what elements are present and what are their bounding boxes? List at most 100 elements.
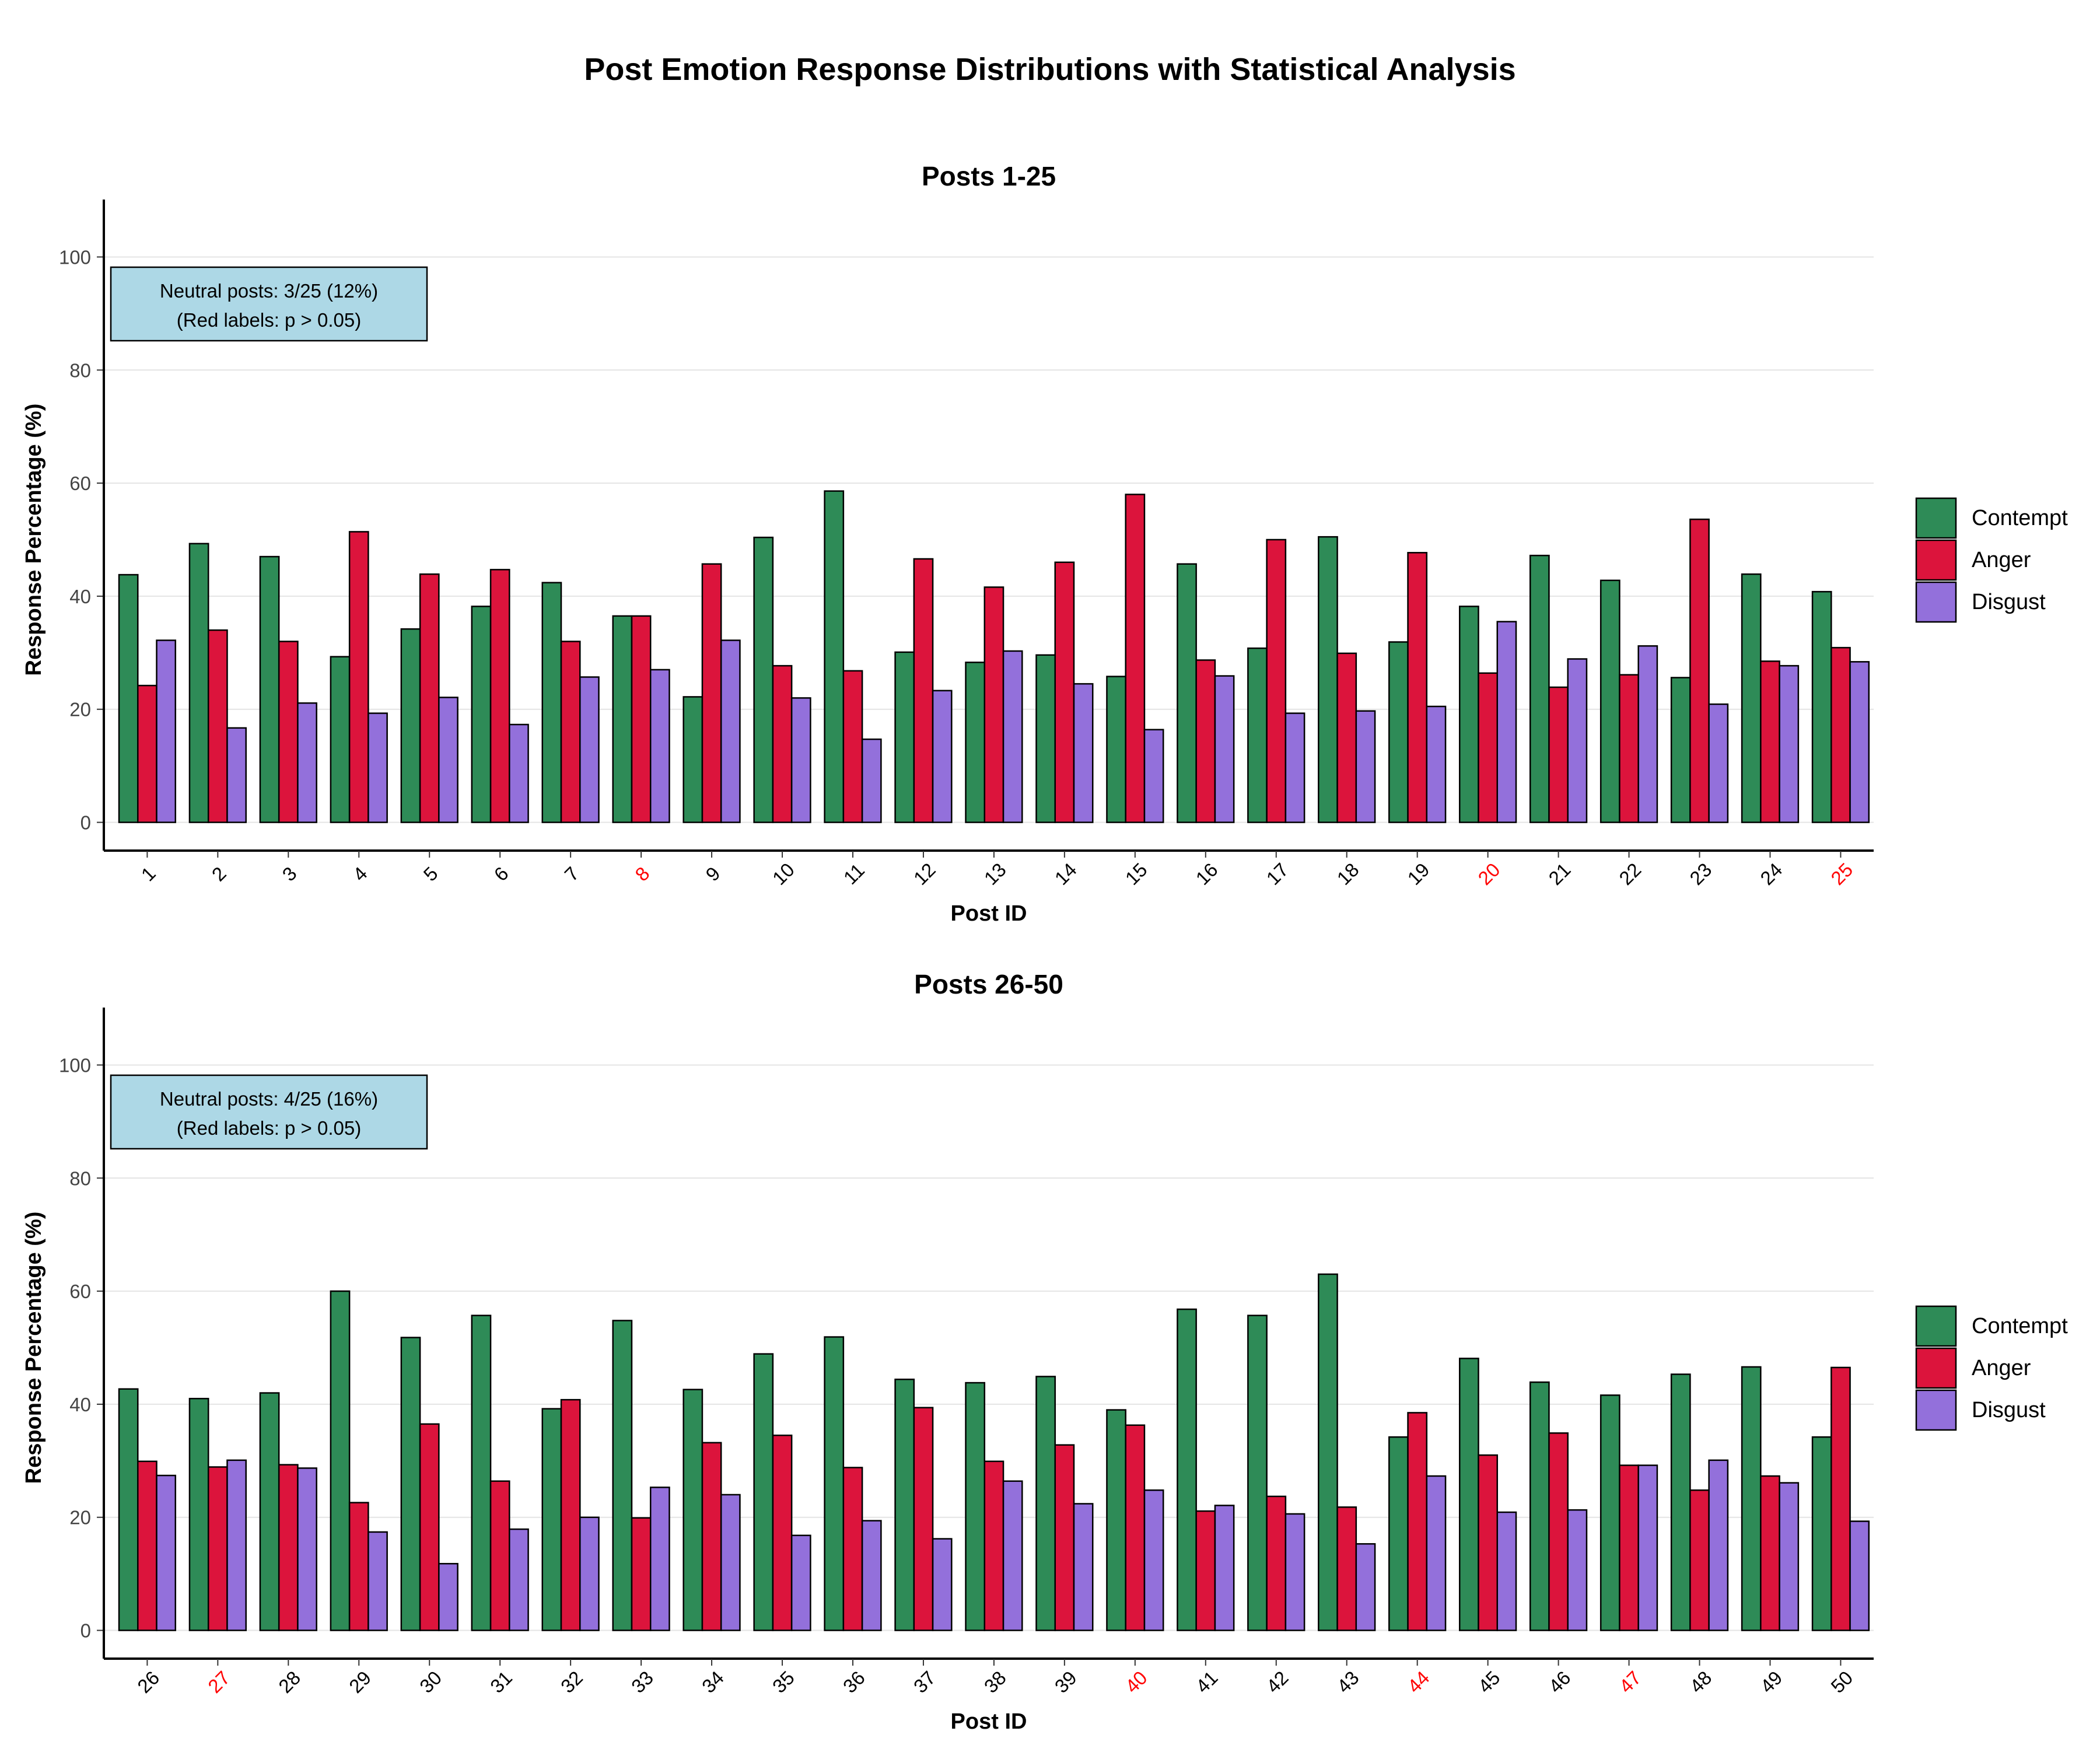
x-tick-label: 1	[137, 862, 160, 885]
x-tick-label: 11	[839, 859, 869, 889]
bar-disgust	[1567, 1509, 1588, 1631]
bar-disgust	[509, 1528, 529, 1631]
bar-disgust	[1284, 712, 1306, 823]
bar-anger	[560, 1398, 581, 1631]
legend-label-disgust: Disgust	[1972, 1398, 2046, 1422]
bar-anger	[984, 1460, 1005, 1631]
bar-disgust	[368, 1531, 388, 1631]
annotation-box	[110, 266, 428, 342]
bar-disgust	[790, 1534, 811, 1631]
bar-anger	[1195, 1510, 1216, 1631]
x-tick-label: 37	[909, 1667, 940, 1697]
bar-contempt	[400, 628, 421, 823]
x-tick-label: 49	[1756, 1667, 1786, 1697]
bar-contempt	[1741, 573, 1762, 823]
x-tick-label: 34	[698, 1667, 728, 1697]
main-title: Post Emotion Response Distributions with…	[584, 52, 1516, 87]
bar-disgust	[1849, 1520, 1870, 1631]
bar-anger	[1548, 686, 1569, 823]
bar-contempt	[612, 615, 633, 823]
bar-anger	[913, 558, 934, 823]
bar-contempt	[1388, 641, 1409, 823]
y-tick-label: 0	[80, 1620, 91, 1642]
bar-contempt	[753, 1353, 774, 1631]
bar-disgust	[720, 639, 741, 823]
bar-anger	[1689, 518, 1710, 823]
x-tick-label: 47	[1615, 1667, 1645, 1697]
legend-swatch-disgust	[1915, 1389, 1957, 1431]
x-tick-label: 39	[1051, 1667, 1081, 1697]
x-tick-label: 25	[1826, 859, 1857, 889]
bar-contempt	[824, 1336, 845, 1631]
bar-anger	[1407, 1412, 1428, 1631]
legend-label-contempt: Contempt	[1972, 506, 2068, 530]
x-tick-label: 4	[349, 862, 372, 885]
bar-anger	[1831, 1366, 1851, 1631]
bar-anger	[842, 670, 863, 823]
bar-disgust	[1849, 661, 1870, 823]
bar-contempt	[471, 1314, 492, 1631]
bar-anger	[1689, 1489, 1710, 1631]
bar-disgust	[509, 723, 529, 823]
bar-contempt	[894, 1379, 915, 1631]
bar-disgust	[297, 1467, 317, 1631]
bar-anger	[207, 1466, 228, 1631]
bar-contempt	[1600, 1394, 1620, 1631]
bar-contempt	[824, 490, 845, 823]
bar-anger	[278, 641, 299, 823]
bar-contempt	[965, 1382, 986, 1631]
bar-disgust	[932, 690, 953, 823]
bar-anger	[1619, 1464, 1639, 1631]
x-tick-label: 50	[1826, 1667, 1857, 1697]
bar-contempt	[1106, 676, 1126, 823]
bar-disgust	[1143, 1489, 1164, 1631]
x-tick-label: 15	[1121, 859, 1152, 889]
bar-disgust	[156, 639, 177, 823]
bar-anger	[772, 665, 793, 823]
bar-contempt	[1670, 1373, 1691, 1631]
chart-panel-posts-26-50: Posts 26-50 0 20 40 60 80 100 26 27 28 29 30 31 32 33 3…	[22, 969, 2068, 1734]
bar-contempt	[1247, 1314, 1268, 1631]
bar-anger	[1125, 494, 1146, 823]
bar-anger	[842, 1467, 863, 1631]
x-tick-label: 44	[1403, 1667, 1433, 1697]
legend-swatch-disgust	[1915, 581, 1957, 623]
bar-disgust	[579, 676, 600, 823]
bar-anger	[701, 1442, 722, 1631]
x-tick-label: 48	[1685, 1667, 1716, 1697]
bar-anger	[1054, 561, 1075, 823]
x-tick-label: 35	[768, 1667, 799, 1697]
legend-swatch-contempt	[1915, 497, 1957, 539]
bar-contempt	[1388, 1436, 1409, 1631]
bar-anger	[560, 641, 581, 823]
bar-disgust	[720, 1494, 741, 1631]
bar-disgust	[1214, 1505, 1235, 1631]
bar-contempt	[1670, 677, 1691, 823]
bar-contempt	[118, 573, 139, 823]
x-tick-label: 23	[1685, 859, 1716, 889]
y-tick-label: 20	[69, 699, 91, 721]
annotation-line-2: (Red labels: p > 0.05)	[177, 1117, 361, 1139]
bar-contempt	[1106, 1409, 1126, 1631]
bar-disgust	[226, 1459, 247, 1631]
y-tick-label: 100	[59, 1054, 91, 1076]
legend-label-anger: Anger	[1972, 548, 2031, 572]
bar-disgust	[579, 1516, 600, 1631]
x-tick-label: 21	[1544, 859, 1574, 889]
bar-anger	[278, 1464, 299, 1631]
x-tick-label: 13	[980, 859, 1010, 889]
bar-contempt	[1529, 1381, 1550, 1631]
bar-disgust	[368, 712, 388, 823]
bar-contempt	[1741, 1366, 1762, 1631]
bar-contempt	[612, 1320, 633, 1631]
annotation-line-1: Neutral posts: 4/25 (16%)	[160, 1088, 378, 1110]
bar-anger	[207, 629, 228, 823]
x-tick-label: 40	[1121, 1667, 1152, 1697]
x-tick-label: 14	[1051, 859, 1081, 889]
x-tick-label: 38	[980, 1667, 1010, 1697]
x-tick-label: 45	[1474, 1667, 1504, 1697]
x-tick-label: 41	[1192, 1667, 1222, 1697]
bar-contempt	[118, 1388, 139, 1631]
